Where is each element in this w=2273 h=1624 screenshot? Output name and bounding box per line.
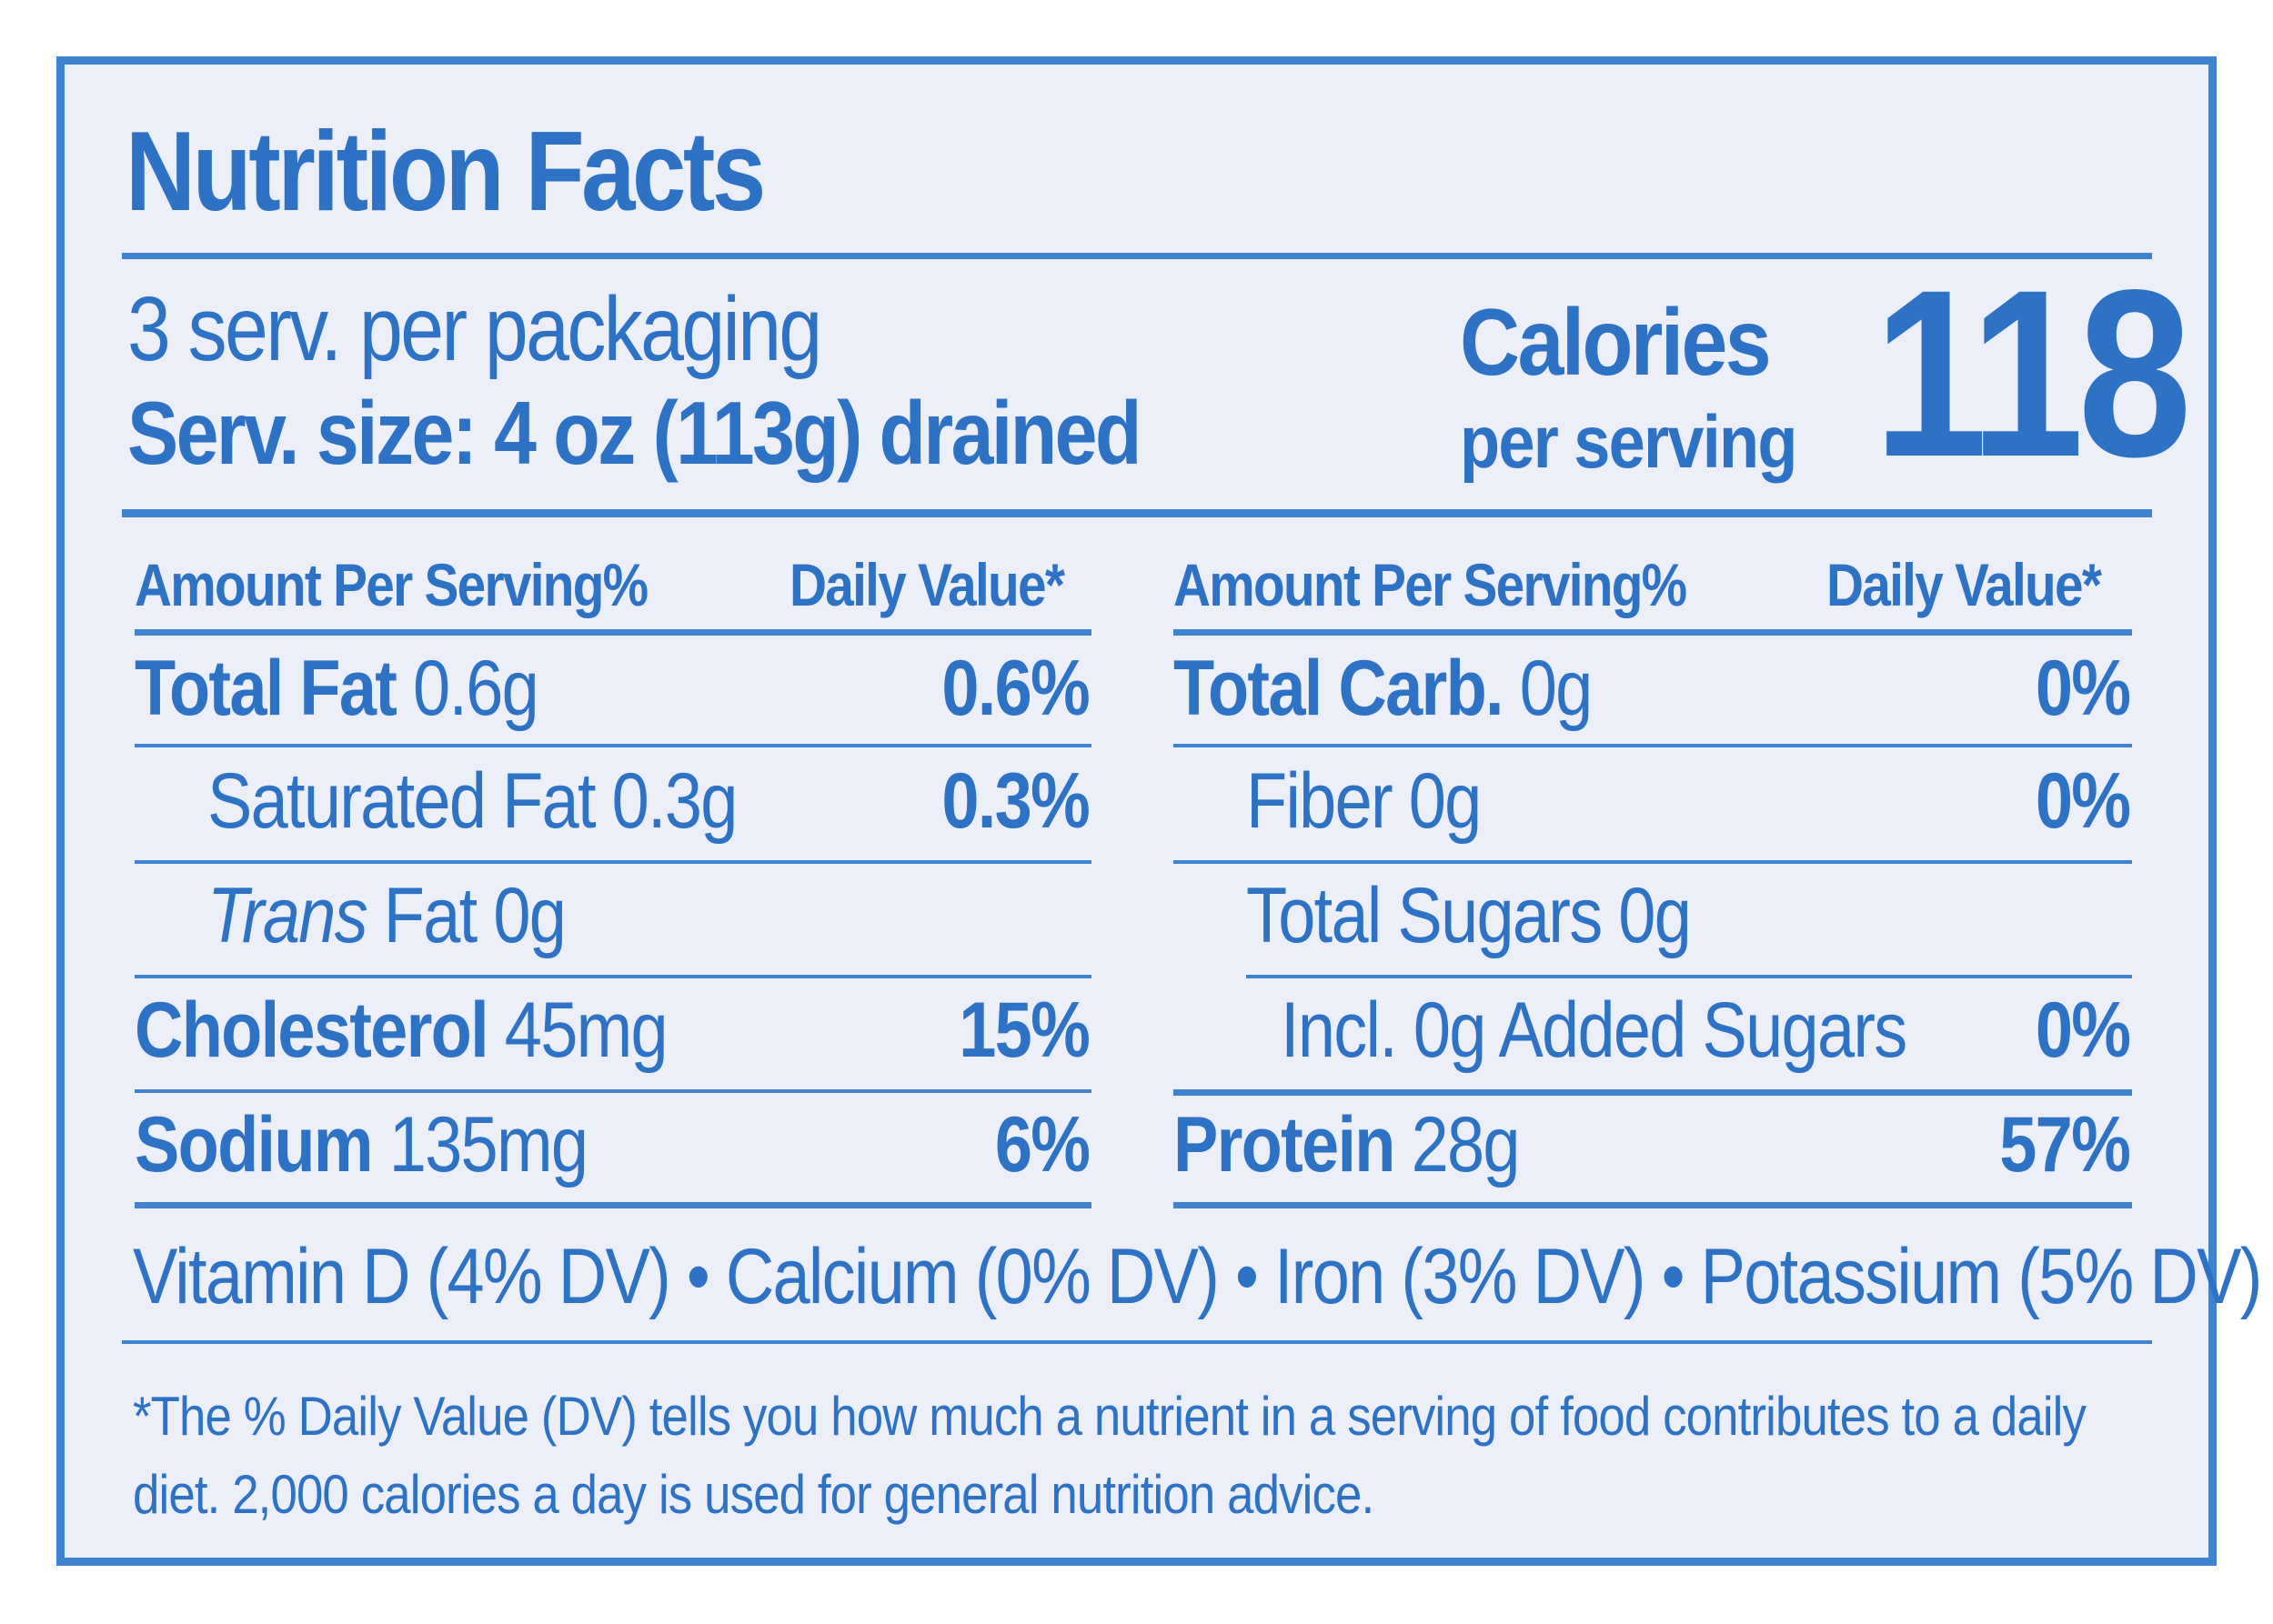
left-row-cholesterol-dv: 15% [959, 987, 1091, 1074]
row-amount: 28g [1411, 1101, 1521, 1188]
row-name: Protein [1173, 1101, 1395, 1188]
row-name: Cholesterol [135, 987, 489, 1074]
calories-value: 118 [1874, 240, 2192, 506]
left-row-trans-fat: Trans Fat 0g [207, 871, 567, 961]
row-name: Total Fat [135, 645, 397, 732]
right-row-added-sugars-dv: 0% [2035, 987, 2131, 1074]
row-rule [1173, 860, 2132, 864]
right-bottom-rule [1173, 1202, 2132, 1208]
row-rule [135, 744, 1091, 747]
row-rule [135, 860, 1091, 864]
row-rule [1246, 975, 2132, 978]
left-row-sodium: Sodium 135mg [135, 1100, 588, 1190]
row-amount: 135mg [388, 1101, 588, 1188]
right-row-total-sugars: Total Sugars 0g [1246, 871, 1692, 961]
row-amount: 0g [1519, 645, 1594, 732]
right-row-added-sugars: Incl. 0g Added Sugars [1281, 986, 1907, 1076]
row-amount: 0.6g [413, 645, 539, 732]
vitamins-minerals: Vitamin D (4% DV) • Calcium (0% DV) • Ir… [133, 1233, 2262, 1320]
row-name-italic: Trans [207, 872, 368, 959]
right-header-dv: Daily Value* [1826, 551, 2102, 618]
right-header-amount: Amount Per Serving% [1173, 551, 1687, 618]
calories-label: Calories [1460, 290, 1772, 396]
left-header-rule [135, 629, 1091, 636]
right-row-total-carb: Total Carb. 0g [1173, 644, 1594, 734]
row-rule [1173, 744, 2132, 747]
row-name: Saturated Fat 0.3g [207, 757, 738, 845]
serving-size: Serv. size: 4 oz (113g) drained [127, 383, 1142, 483]
left-header-dv: Daily Value* [790, 551, 1065, 618]
calories-sub-label: per serving [1460, 401, 1797, 484]
row-rule [135, 975, 1091, 978]
row-name: Fiber 0g [1246, 757, 1482, 845]
right-row-fiber-dv: 0% [2035, 757, 2131, 845]
right-row-total-carb-dv: 0% [2035, 645, 2131, 732]
right-row-protein: Protein 28g [1173, 1100, 1521, 1190]
vitamins-rule [122, 1340, 2152, 1344]
row-name: Incl. 0g Added Sugars [1281, 987, 1907, 1074]
row-rule [1173, 1089, 2132, 1096]
daily-value-footnote: *The % Daily Value (DV) tells you how mu… [133, 1386, 2087, 1525]
left-row-cholesterol: Cholesterol 45mg [135, 986, 669, 1076]
row-amount: 45mg [504, 987, 669, 1074]
servings-per-package: 3 serv. per packaging [127, 278, 822, 380]
right-row-fiber: Fiber 0g [1246, 757, 1482, 847]
left-row-total-fat-dv: 0.6% [941, 645, 1090, 732]
left-header-amount: Amount Per Serving% [135, 551, 649, 618]
left-row-saturated-fat: Saturated Fat 0.3g [207, 757, 738, 847]
left-bottom-rule [135, 1202, 1091, 1208]
row-name: Total Carb. [1173, 645, 1504, 732]
row-name: Sodium [135, 1101, 374, 1188]
right-row-protein-dv: 57% [1999, 1101, 2131, 1188]
nutrition-facts-title: Nutrition Facts [126, 109, 766, 235]
left-row-total-fat: Total Fat 0.6g [135, 644, 539, 734]
nutrition-facts-panel [56, 56, 2217, 1566]
row-name: Total Sugars 0g [1246, 872, 1692, 959]
right-header-rule [1173, 629, 2132, 636]
row-rule [135, 1089, 1091, 1093]
left-row-saturated-fat-dv: 0.3% [941, 757, 1090, 845]
row-name: Fat 0g [383, 872, 567, 959]
title-rule [122, 253, 2152, 259]
left-row-sodium-dv: 6% [994, 1101, 1091, 1188]
calories-rule [122, 509, 2152, 517]
